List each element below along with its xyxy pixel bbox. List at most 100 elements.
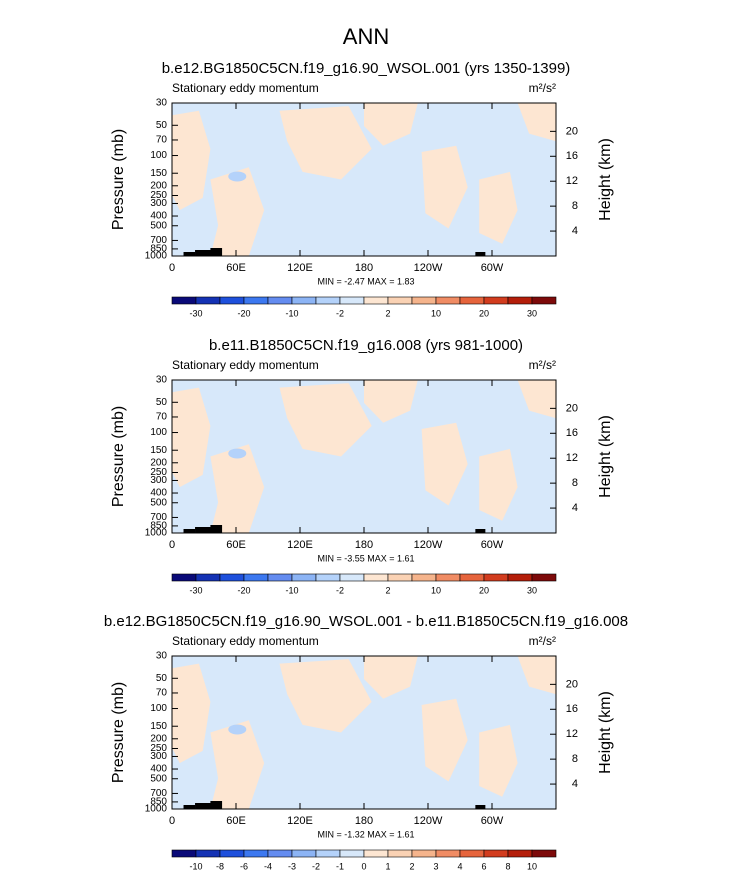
- panel-title: b.e12.BG1850C5CN.f19_g16.90_WSOL.001 - b…: [104, 613, 628, 630]
- colorbar-label: -6: [240, 861, 248, 871]
- colorbar-label: 30: [527, 308, 537, 318]
- y-tick-label: 1000: [145, 528, 168, 539]
- y-tick-label: 200: [150, 180, 167, 191]
- x-tick-label: 60W: [481, 815, 504, 827]
- y-tick-label: 850: [150, 797, 167, 808]
- colorbar-box: [339, 296, 365, 305]
- colorbar-box: [171, 849, 197, 858]
- x-tick-label: 60W: [481, 539, 504, 551]
- topography: [183, 529, 196, 533]
- stats-label: MIN = -1.32 MAX = 1.61: [317, 829, 414, 839]
- colorbar-box: [195, 849, 221, 858]
- field-region: [364, 656, 418, 699]
- y2-tick-label: 4: [572, 225, 578, 237]
- colorbar-box: [411, 573, 437, 582]
- topography: [210, 248, 223, 256]
- colorbar-label: -10: [189, 861, 202, 871]
- y2-axis-label: Height (km): [597, 415, 614, 498]
- field-region: [421, 698, 468, 782]
- y-tick-label: 150: [150, 445, 167, 456]
- colorbar-box: [291, 296, 317, 305]
- colorbar-label: 10: [431, 585, 441, 595]
- colorbar-box: [531, 573, 557, 582]
- colorbar-label: 8: [505, 861, 510, 871]
- field-region: [210, 444, 265, 533]
- y-tick-label: 250: [150, 743, 167, 754]
- y-tick-label: 100: [150, 150, 167, 161]
- y-tick-label: 400: [150, 211, 167, 222]
- y-axis-label: Pressure (mb): [110, 682, 127, 783]
- colorbar-box: [171, 573, 197, 582]
- x-tick-label: 120W: [414, 539, 443, 551]
- colorbar-box: [483, 296, 509, 305]
- y2-tick-label: 12: [566, 175, 578, 187]
- y-tick-label: 30: [156, 651, 168, 662]
- field-region: [279, 659, 372, 733]
- colorbar-box: [267, 573, 293, 582]
- field-region: [517, 103, 556, 142]
- y-tick-label: 700: [150, 235, 167, 246]
- colorbar-label: -30: [189, 308, 202, 318]
- y-tick-label: 400: [150, 488, 167, 499]
- y-tick-label: 150: [150, 721, 167, 732]
- y-tick-label: 70: [156, 412, 168, 423]
- x-tick-label: 60E: [226, 815, 246, 827]
- y-tick-label: 50: [156, 397, 168, 408]
- x-tick-label: 120W: [414, 815, 443, 827]
- field-region: [172, 663, 211, 764]
- y-tick-label: 500: [150, 220, 167, 231]
- colorbar-label: 4: [457, 861, 462, 871]
- y-tick-label: 1000: [145, 804, 168, 815]
- colorbar-box: [363, 573, 389, 582]
- stats-label: MIN = -2.47 MAX = 1.83: [317, 276, 414, 286]
- y2-tick-label: 16: [566, 703, 578, 715]
- y-tick-label: 70: [156, 135, 168, 146]
- y2-tick-label: 12: [566, 452, 578, 464]
- field-region: [228, 724, 247, 735]
- x-tick-label: 120W: [414, 262, 443, 274]
- colorbar-box: [507, 573, 533, 582]
- colorbar-box: [219, 849, 245, 858]
- y-tick-label: 150: [150, 168, 167, 179]
- field-region: [421, 422, 468, 506]
- colorbar-box: [435, 849, 461, 858]
- colorbar-label: -1: [336, 861, 344, 871]
- colorbar-box: [411, 849, 437, 858]
- colorbar-box: [435, 296, 461, 305]
- colorbar-box: [315, 296, 341, 305]
- field-region: [517, 656, 556, 695]
- y-tick-label: 400: [150, 764, 167, 775]
- y-tick-label: 850: [150, 244, 167, 255]
- x-tick-label: 0: [169, 262, 175, 274]
- y-tick-label: 200: [150, 733, 167, 744]
- colorbar-box: [459, 849, 485, 858]
- colorbar-label: -2: [312, 861, 320, 871]
- field-region: [517, 380, 556, 419]
- stats-label: MIN = -3.55 MAX = 1.61: [317, 553, 414, 563]
- colorbar-label: -2: [336, 308, 344, 318]
- y-axis-label: Pressure (mb): [110, 406, 127, 507]
- y2-axis-label: Height (km): [597, 138, 614, 221]
- panel-title: b.e12.BG1850C5CN.f19_g16.90_WSOL.001 (yr…: [162, 60, 571, 77]
- y-tick-label: 100: [150, 703, 167, 714]
- y2-tick-label: 20: [566, 402, 578, 414]
- y2-tick-label: 8: [572, 477, 578, 489]
- colorbar-label: 2: [409, 861, 414, 871]
- y-tick-label: 50: [156, 120, 168, 131]
- y-tick-label: 1000: [145, 251, 168, 262]
- y-tick-label: 200: [150, 457, 167, 468]
- x-tick-label: 180: [355, 539, 373, 551]
- colorbar-label: 3: [433, 861, 438, 871]
- colorbar-box: [507, 849, 533, 858]
- field-region: [172, 110, 211, 211]
- y-tick-label: 30: [156, 98, 168, 109]
- topography: [195, 527, 219, 533]
- colorbar-label: -2: [336, 585, 344, 595]
- colorbar-box: [387, 849, 413, 858]
- colorbar-box: [435, 573, 461, 582]
- colorbar-box: [363, 849, 389, 858]
- field-region: [364, 380, 418, 423]
- colorbar-box: [291, 849, 317, 858]
- topography: [195, 250, 219, 256]
